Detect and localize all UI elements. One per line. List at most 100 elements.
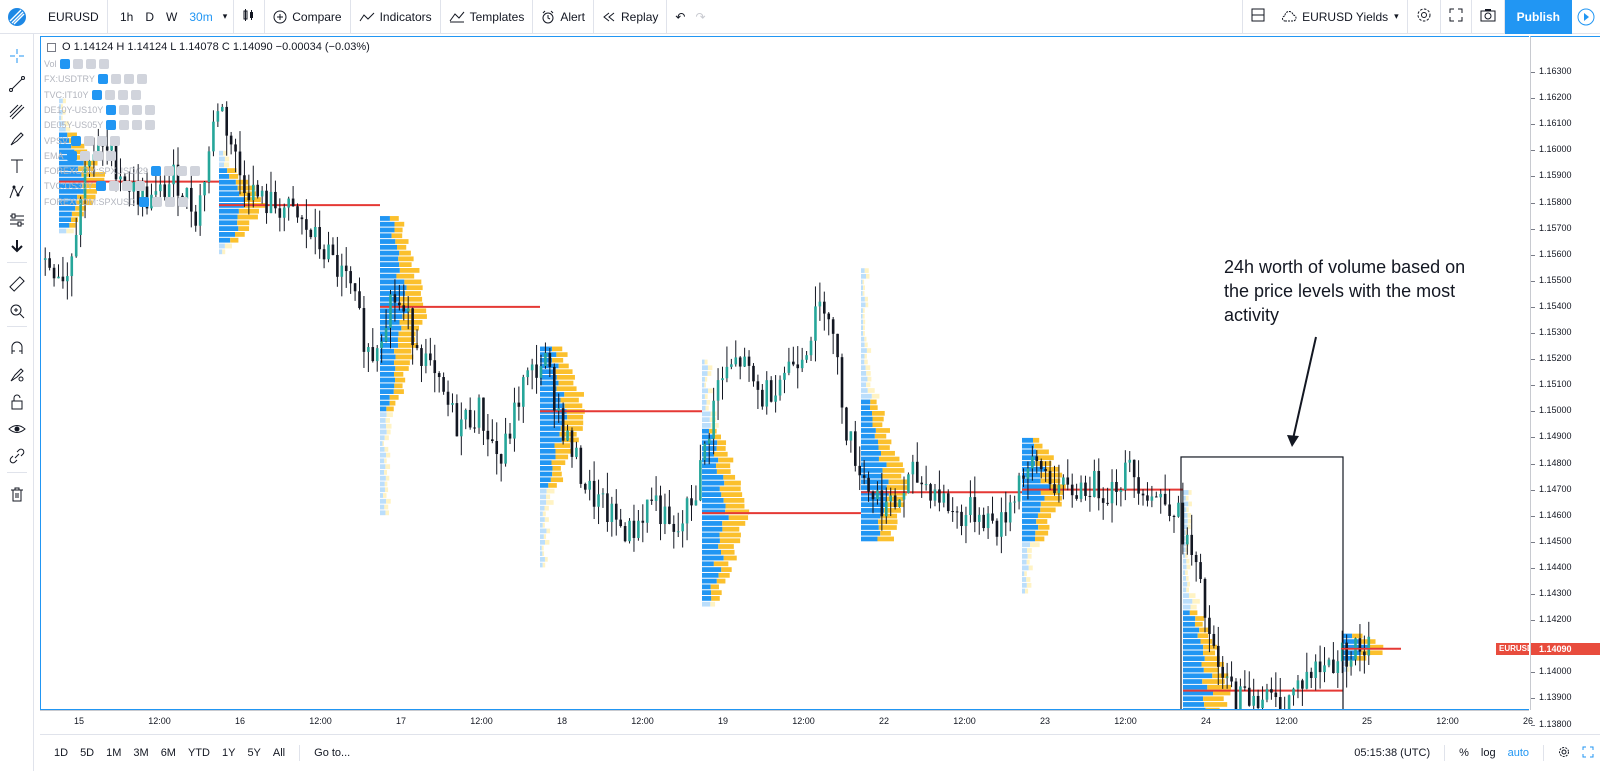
fullscreen-button[interactable]: [1441, 0, 1472, 34]
settings-icon[interactable]: [151, 196, 162, 207]
settings-icon[interactable]: [104, 89, 115, 100]
chart-pane[interactable]: O 1.14124 H 1.14124 L 1.14078 C 1.14090 …: [40, 36, 1529, 710]
tradingview-logo-icon[interactable]: [0, 0, 34, 34]
close-icon[interactable]: [177, 196, 188, 207]
more-icon[interactable]: [177, 166, 188, 177]
utc-clock[interactable]: 05:15:38 (UTC): [1354, 747, 1431, 759]
more-icon[interactable]: [122, 181, 133, 192]
settings-icon[interactable]: [79, 150, 90, 161]
eye-icon[interactable]: [106, 104, 117, 115]
collapse-icon[interactable]: [47, 42, 56, 52]
arrow-down-icon[interactable]: [7, 236, 27, 256]
crosshair-icon[interactable]: [7, 46, 27, 66]
range-3m[interactable]: 3M: [133, 747, 149, 759]
settings-icon[interactable]: [110, 74, 121, 85]
text-tool-icon[interactable]: [7, 156, 27, 176]
eye-icon[interactable]: [97, 74, 108, 85]
settings-button[interactable]: [1408, 0, 1441, 34]
study-row[interactable]: Vol: [44, 59, 109, 69]
alert-button[interactable]: Alert: [533, 0, 595, 34]
close-icon[interactable]: [145, 104, 156, 115]
more-icon[interactable]: [117, 89, 128, 100]
study-row[interactable]: DE05Y-US05Y: [44, 120, 156, 131]
more-icon[interactable]: [97, 135, 108, 146]
study-row[interactable]: DE10Y-US10Y: [44, 104, 156, 115]
study-row[interactable]: FOREXCOM:SPXUSD/29: [44, 166, 201, 177]
watchlist-selector[interactable]: EURUSD Yields ▾: [1273, 0, 1408, 34]
trash-icon[interactable]: [7, 484, 27, 504]
gear-icon[interactable]: [1552, 746, 1576, 761]
publish-button[interactable]: Publish: [1504, 0, 1572, 34]
study-row[interactable]: FX:USDTRY: [44, 74, 147, 85]
interval-d[interactable]: D: [145, 9, 155, 24]
settings-icon[interactable]: [109, 181, 120, 192]
close-icon[interactable]: [145, 120, 156, 131]
eye-icon[interactable]: [138, 196, 149, 207]
ruler-icon[interactable]: [7, 274, 27, 294]
settings-icon[interactable]: [164, 166, 175, 177]
range-5y[interactable]: 5Y: [247, 747, 261, 759]
more-icon[interactable]: [85, 59, 96, 69]
chart-type-button[interactable]: [234, 0, 266, 34]
eye-icon[interactable]: [96, 181, 107, 192]
fullscreen-icon[interactable]: [1576, 746, 1600, 761]
range-6m[interactable]: 6M: [160, 747, 176, 759]
undo-icon[interactable]: ↶: [675, 9, 686, 24]
more-icon[interactable]: [132, 120, 143, 131]
price-chart[interactable]: [41, 37, 1529, 710]
play-icon[interactable]: [1572, 0, 1600, 34]
magnet-icon[interactable]: [7, 338, 27, 358]
eye-icon[interactable]: [151, 166, 162, 177]
stay-in-drawing-icon[interactable]: [7, 365, 27, 385]
goto-button[interactable]: Go to...: [314, 747, 351, 759]
templates-button[interactable]: Templates: [441, 0, 534, 34]
close-icon[interactable]: [190, 166, 201, 177]
range-1y[interactable]: 1Y: [221, 747, 236, 759]
price-scale[interactable]: 1.16300 1.16200 1.16100 1.16000 1.15900 1.158…: [1530, 36, 1600, 755]
prediction-tool-icon[interactable]: [7, 210, 27, 230]
trend-line-icon[interactable]: [7, 74, 27, 94]
study-row[interactable]: TVC:US30Y: [44, 181, 146, 192]
close-icon[interactable]: [110, 135, 121, 146]
interval-1h[interactable]: 1h: [120, 9, 134, 24]
close-icon[interactable]: [105, 150, 116, 161]
close-icon[interactable]: [98, 59, 109, 69]
interval-30m[interactable]: 30m: [189, 9, 213, 24]
settings-icon[interactable]: [119, 104, 130, 115]
compare-button[interactable]: Compare: [265, 0, 351, 34]
time-scale[interactable]: 15 12:00 16 12:00 17 12:00 18 12:00 19 12:00 22 12:…: [40, 710, 1533, 734]
symbol-search[interactable]: EURUSD: [34, 0, 108, 34]
more-icon[interactable]: [164, 196, 175, 207]
eye-icon[interactable]: [71, 135, 82, 146]
range-all[interactable]: All: [272, 747, 286, 759]
brush-icon[interactable]: [7, 129, 27, 149]
indicators-button[interactable]: Indicators: [351, 0, 441, 34]
settings-icon[interactable]: [72, 59, 83, 69]
range-ytd[interactable]: YTD: [187, 747, 210, 759]
range-1m[interactable]: 1M: [106, 747, 122, 759]
auto-toggle[interactable]: auto: [1507, 747, 1529, 759]
settings-icon[interactable]: [119, 120, 130, 131]
more-icon[interactable]: [132, 104, 143, 115]
close-icon[interactable]: [136, 74, 147, 85]
close-icon[interactable]: [135, 181, 146, 192]
study-row[interactable]: VPSV: [44, 135, 121, 146]
link-icon[interactable]: [7, 446, 27, 466]
eye-icon[interactable]: [7, 419, 27, 439]
study-row[interactable]: EMA: [44, 150, 116, 161]
range-5d[interactable]: 5D: [80, 747, 95, 759]
interval-w[interactable]: W: [166, 9, 178, 24]
redo-icon[interactable]: ↷: [695, 9, 706, 24]
eye-icon[interactable]: [91, 89, 102, 100]
lock-icon[interactable]: [7, 392, 27, 412]
more-icon[interactable]: [123, 74, 134, 85]
close-icon[interactable]: [130, 89, 141, 100]
chevron-down-icon[interactable]: ▾: [222, 11, 228, 21]
range-1d[interactable]: 1D: [54, 747, 69, 759]
layout-button[interactable]: [1242, 0, 1273, 34]
eye-icon[interactable]: [106, 120, 117, 131]
settings-icon[interactable]: [84, 135, 95, 146]
log-toggle[interactable]: log: [1480, 747, 1496, 759]
eye-icon[interactable]: [66, 150, 77, 161]
fib-tool-icon[interactable]: [7, 102, 27, 122]
